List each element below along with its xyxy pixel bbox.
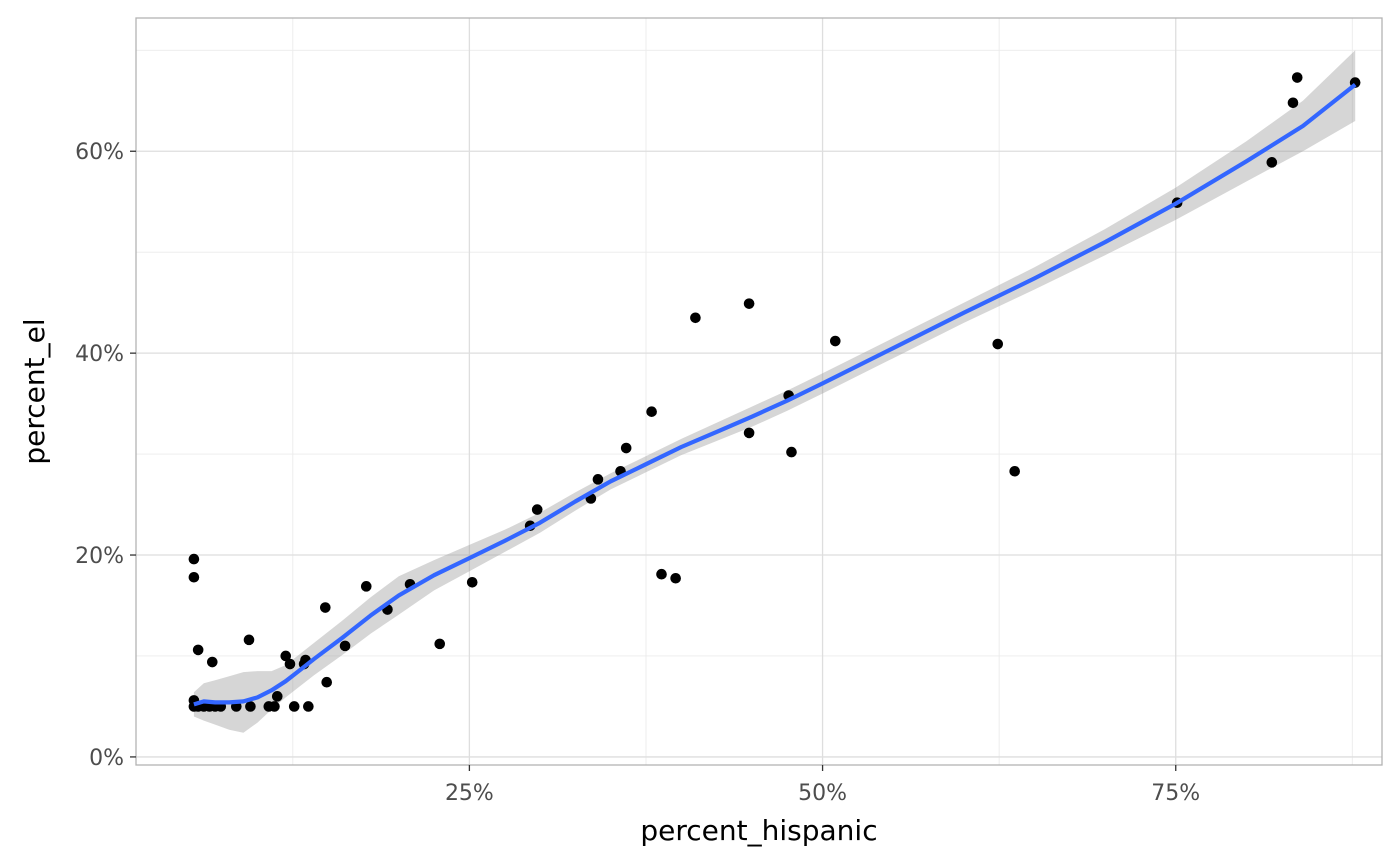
data-point bbox=[743, 298, 755, 309]
data-point bbox=[320, 602, 331, 613]
data-point bbox=[284, 658, 296, 670]
data-point bbox=[434, 638, 446, 650]
data-point bbox=[245, 701, 256, 712]
data-point bbox=[466, 576, 478, 588]
data-point bbox=[620, 442, 632, 454]
x-axis-title: percent_hispanic bbox=[640, 814, 877, 847]
data-point bbox=[192, 644, 204, 656]
panel-border bbox=[135, 17, 1383, 766]
data-point bbox=[1291, 72, 1303, 83]
data-point bbox=[592, 474, 604, 485]
data-point bbox=[188, 553, 200, 565]
data-point bbox=[360, 581, 372, 592]
minor-gridlines bbox=[136, 18, 1382, 765]
y-tick-label: 20% bbox=[75, 544, 124, 569]
y-tick-labels: 0% 20% 40% 60% bbox=[75, 140, 136, 771]
confidence-ribbon bbox=[193, 50, 1356, 733]
data-point bbox=[280, 650, 292, 662]
y-axis-title: percent_el bbox=[18, 318, 51, 464]
y-tick-label: 0% bbox=[89, 746, 124, 771]
smooth-line bbox=[193, 82, 1357, 707]
data-point bbox=[206, 656, 218, 668]
y-tick-label: 40% bbox=[75, 342, 124, 367]
data-point bbox=[288, 701, 300, 712]
confidence-ribbon-layer bbox=[193, 50, 1356, 733]
x-tick-label: 25% bbox=[445, 781, 494, 806]
x-tick-label: 50% bbox=[798, 781, 847, 806]
points-layer bbox=[188, 72, 1361, 712]
data-point bbox=[1009, 465, 1020, 477]
data-point bbox=[303, 701, 314, 712]
y-tick-label: 60% bbox=[75, 140, 124, 165]
data-point bbox=[992, 338, 1004, 350]
data-point bbox=[646, 406, 657, 417]
data-point bbox=[656, 568, 667, 580]
x-tick-labels: 25% 50% 75% bbox=[445, 765, 1200, 806]
data-point bbox=[786, 446, 797, 458]
smooth-line-layer bbox=[193, 82, 1357, 707]
data-point bbox=[690, 312, 701, 324]
data-point bbox=[271, 691, 283, 702]
data-point bbox=[269, 701, 280, 712]
data-point bbox=[339, 640, 351, 652]
data-point bbox=[1266, 157, 1278, 168]
data-point bbox=[743, 427, 755, 439]
data-point bbox=[321, 676, 333, 688]
data-point bbox=[531, 504, 543, 515]
data-point bbox=[829, 335, 841, 347]
x-tick-label: 75% bbox=[1151, 781, 1200, 806]
data-point bbox=[1287, 97, 1299, 109]
data-point bbox=[243, 634, 255, 646]
data-point bbox=[188, 571, 200, 583]
data-point bbox=[670, 572, 681, 584]
major-gridlines bbox=[136, 18, 1382, 765]
